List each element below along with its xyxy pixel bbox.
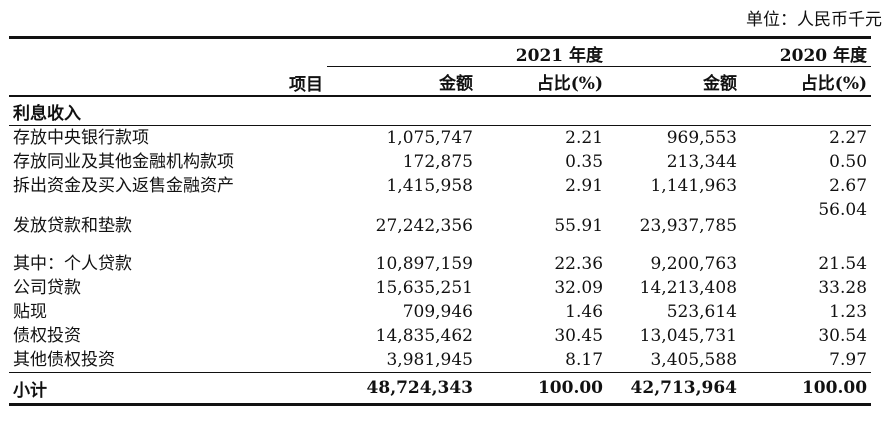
spacer-row	[9, 238, 871, 252]
total-ratio-2020: 100.00	[741, 372, 872, 406]
header-row-years: 项目 2021 年度 2020 年度	[9, 37, 872, 95]
table-row: 其中：个人贷款 10,897,159 22.36 9,200,763 21.54	[9, 252, 871, 276]
row-label: 拆出资金及买入返售金融资产	[13, 176, 234, 196]
header-row-metrics: 金额 占比(%) 金额 占比(%)	[9, 66, 872, 96]
ratio-2021: 30.45	[554, 326, 604, 346]
amount-2020: 23,937,785	[639, 216, 738, 236]
ratio-2021: 8.17	[565, 350, 604, 370]
total-row: 小计 48,724,343 100.00 42,713,964 100.00	[9, 372, 872, 406]
amount-2020-header: 金额	[607, 66, 742, 96]
year-2021-header: 2021 年度	[515, 46, 604, 66]
section-row: 利息收入	[9, 95, 872, 126]
ratio-2020: 2.67	[829, 176, 868, 196]
amount-2020: 1,141,963	[650, 176, 738, 196]
ratio-2020: 2.27	[829, 128, 868, 148]
ratio-2021: 1.46	[565, 302, 604, 322]
table-row: 债权投资 14,835,462 30.45 13,045,731 30.54	[9, 324, 871, 348]
amount-2021: 3,981,945	[386, 350, 473, 370]
amount-2021: 10,897,159	[375, 254, 473, 274]
amount-2021: 1,415,958	[386, 176, 473, 196]
ratio-2020: 0.50	[829, 152, 868, 172]
ratio-2021: 2.21	[565, 128, 604, 148]
total-label: 小计	[9, 372, 327, 406]
table-row: 发放贷款和垫款 27,242,356 55.91 23,937,785 56.0…	[9, 198, 871, 238]
row-label: 债权投资	[13, 326, 81, 346]
ratio-2020: 56.04	[818, 200, 868, 220]
item-column-header: 项目	[289, 75, 323, 95]
ratio-2021: 22.36	[554, 254, 604, 274]
section-title: 利息收入	[9, 95, 872, 126]
row-label: 贴现	[13, 302, 47, 322]
ratio-2021-header: 占比(%)	[477, 66, 608, 96]
ratio-2021: 55.91	[554, 216, 604, 236]
ratio-2020: 21.54	[818, 254, 868, 274]
row-label: 公司贷款	[13, 278, 81, 298]
ratio-2021: 32.09	[554, 278, 604, 298]
total-amount-2021: 48,724,343	[327, 372, 477, 406]
amount-2021: 14,835,462	[375, 326, 473, 346]
table-row: 公司贷款 15,635,251 32.09 14,213,408 33.28	[9, 276, 871, 300]
amount-2021: 709,946	[402, 302, 473, 322]
row-label: 其中：个人贷款	[13, 254, 132, 274]
total-amount-2020: 42,713,964	[607, 372, 742, 406]
amount-2021: 15,635,251	[375, 278, 473, 298]
amount-2020: 523,614	[666, 302, 738, 322]
amount-2020: 213,344	[666, 152, 738, 172]
row-label: 存放中央银行款项	[13, 128, 149, 148]
table-row: 拆出资金及买入返售金融资产 1,415,958 2.91 1,141,963 2…	[9, 174, 871, 198]
table-row: 贴现 709,946 1.46 523,614 1.23	[9, 300, 871, 324]
ratio-2020: 33.28	[818, 278, 868, 298]
amount-2020: 969,553	[666, 128, 738, 148]
ratio-2021: 2.91	[565, 176, 604, 196]
amount-2020: 14,213,408	[639, 278, 738, 298]
unit-note: 单位：人民币千元	[746, 10, 882, 30]
row-label: 存放同业及其他金融机构款项	[13, 152, 234, 172]
row-label: 发放贷款和垫款	[13, 216, 132, 236]
amount-2020: 13,045,731	[639, 326, 738, 346]
amount-2020: 9,200,763	[650, 254, 738, 274]
row-label: 其他债权投资	[13, 350, 115, 370]
ratio-2020: 7.97	[829, 350, 868, 370]
ratio-2020: 30.54	[818, 326, 868, 346]
total-ratio-2021: 100.00	[477, 372, 608, 406]
table-row: 存放同业及其他金融机构款项 172,875 0.35 213,344 0.50	[9, 150, 871, 174]
table-row: 存放中央银行款项 1,075,747 2.21 969,553 2.27	[9, 126, 871, 151]
amount-2021: 1,075,747	[386, 128, 473, 148]
ratio-2020: 1.23	[829, 302, 868, 322]
ratio-2020-header: 占比(%)	[741, 66, 872, 96]
interest-income-table: 项目 2021 年度 2020 年度 金额 占比(%) 金额 占比(%) 利息收…	[9, 36, 872, 406]
amount-2021-header: 金额	[327, 66, 477, 96]
ratio-2021: 0.35	[565, 152, 604, 172]
amount-2021: 172,875	[402, 152, 473, 172]
table-row: 其他债权投资 3,981,945 8.17 3,405,588 7.97	[9, 348, 871, 373]
amount-2021: 27,242,356	[375, 216, 473, 236]
amount-2020: 3,405,588	[650, 350, 738, 370]
year-2020-header: 2020 年度	[779, 46, 868, 66]
